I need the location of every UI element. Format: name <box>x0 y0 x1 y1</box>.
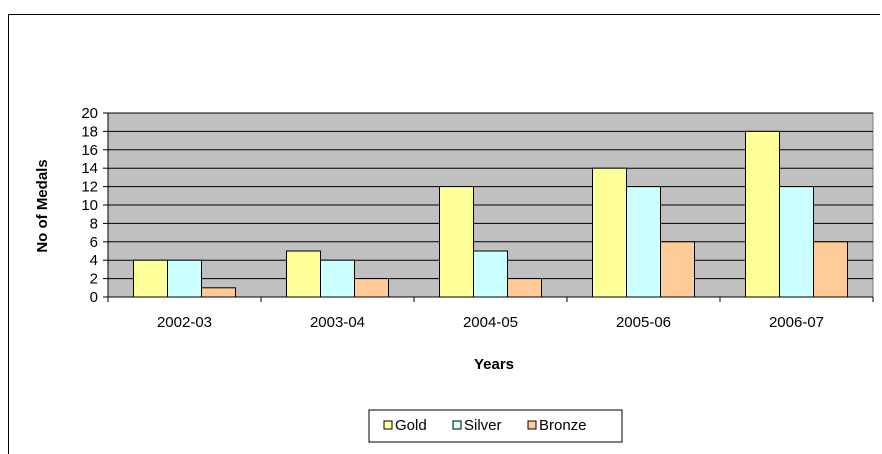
y-tick-label: 18 <box>81 123 98 140</box>
chart-frame <box>8 14 880 454</box>
bar-bronze-2005-06 <box>660 241 695 298</box>
y-tick-label: 20 <box>81 105 98 122</box>
bar-silver-2004-05 <box>473 250 508 298</box>
x-axis-title: Years <box>474 356 514 373</box>
bar-bronze-2003-04 <box>354 278 389 298</box>
bar-bronze-2004-05 <box>507 278 542 298</box>
y-tick-label: 8 <box>90 215 98 232</box>
legend-swatch-bronze <box>527 420 537 430</box>
bar-bronze-2006-07 <box>813 241 848 298</box>
y-tick-label: 10 <box>81 197 98 214</box>
y-tick-label: 12 <box>81 179 98 196</box>
y-tick-label: 14 <box>81 160 98 177</box>
bar-gold-2002-03 <box>133 259 168 298</box>
bar-silver-2003-04 <box>320 259 355 298</box>
bar-silver-2002-03 <box>167 259 202 298</box>
x-tick-label: 2003-04 <box>310 314 365 331</box>
legend-swatch-silver <box>452 420 462 430</box>
y-tick-label: 6 <box>90 234 98 251</box>
y-tick-label: 0 <box>90 289 98 306</box>
legend-box <box>368 409 623 443</box>
y-tick-label: 2 <box>90 271 98 288</box>
legend-label-silver: Silver <box>464 417 502 434</box>
bar-gold-2006-07 <box>745 130 780 298</box>
y-tick-label: 16 <box>81 142 98 159</box>
x-tick-label: 2005-06 <box>616 314 671 331</box>
legend-label-bronze: Bronze <box>539 417 587 434</box>
bar-gold-2004-05 <box>439 186 474 298</box>
bar-gold-2005-06 <box>592 167 627 298</box>
bar-silver-2005-06 <box>626 186 661 298</box>
x-tick-label: 2004-05 <box>463 314 518 331</box>
bar-bronze-2002-03 <box>201 287 236 298</box>
y-axis-title: No of Medals <box>34 159 51 252</box>
bar-gold-2003-04 <box>286 250 321 298</box>
x-tick-label: 2002-03 <box>157 314 212 331</box>
x-tick-label: 2006-07 <box>769 314 824 331</box>
legend: Gold Silver Bronze <box>368 409 623 443</box>
bar-silver-2006-07 <box>779 186 814 298</box>
legend-swatch-gold <box>383 420 393 430</box>
legend-label-gold: Gold <box>395 417 427 434</box>
y-tick-label: 4 <box>90 252 98 269</box>
